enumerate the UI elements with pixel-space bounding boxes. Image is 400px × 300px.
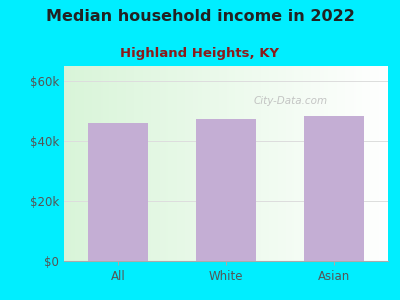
Bar (304, 116, 364, 261)
Text: Median household income in 2022: Median household income in 2022 (46, 9, 354, 24)
Bar (88, 123, 148, 261)
Text: City-Data.com: City-Data.com (254, 96, 328, 106)
Text: Highland Heights, KY: Highland Heights, KY (120, 46, 280, 59)
Bar (196, 118, 256, 261)
